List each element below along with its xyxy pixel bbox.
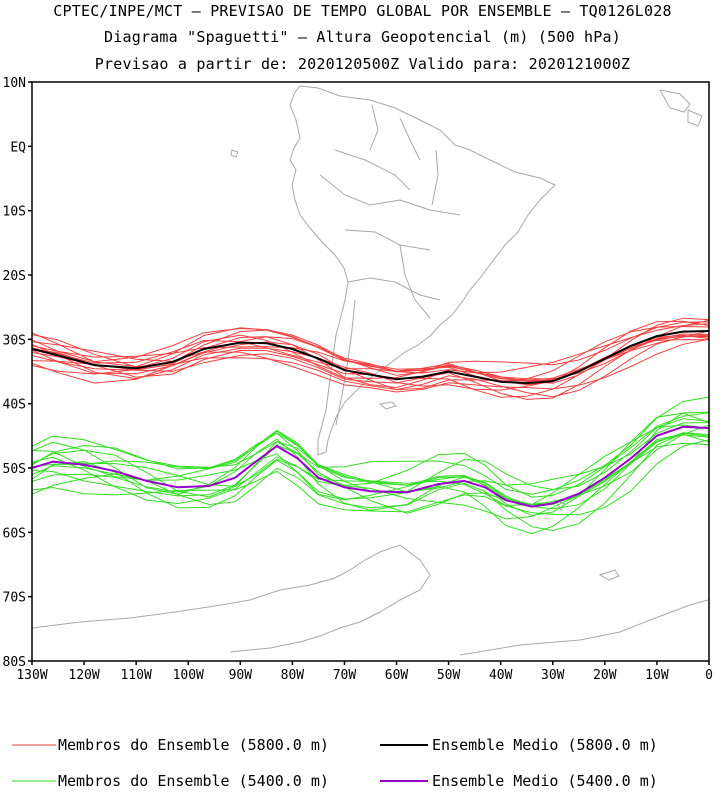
member-contour-5400 <box>32 396 709 495</box>
header-title-line-2: Diagrama "Spaguetti" – Altura Geopotenci… <box>104 28 621 46</box>
lon-tick-label: 110W <box>120 668 151 683</box>
legend-label-members-5400: Membros do Ensemble (5400.0 m) <box>58 772 329 790</box>
country-borders <box>319 104 461 426</box>
member-contour-5400 <box>32 422 709 493</box>
lat-tick-label: 50S <box>3 462 26 477</box>
lat-tick-label: 40S <box>3 398 26 413</box>
lon-tick-label: 80W <box>281 668 305 683</box>
lon-tick-label: 60W <box>385 668 409 683</box>
member-contour-5400 <box>32 424 709 505</box>
member-contour-5400 <box>32 432 709 532</box>
member-contour-5400 <box>32 432 709 520</box>
lon-tick-label: 130W <box>16 668 47 683</box>
islands <box>230 89 703 581</box>
member-contour-5800 <box>32 323 709 374</box>
mean-contour-5800 <box>32 330 709 385</box>
lon-tick-label: 0 <box>705 668 713 683</box>
south-america-coastline <box>289 85 556 456</box>
lon-tick-label: 50W <box>437 668 461 683</box>
header-title-line-3: Previsao a partir de: 2020120500Z Valido… <box>94 55 631 73</box>
antarctica-coastline <box>31 544 709 656</box>
legend-label-mean-5400: Ensemble Medio (5400.0 m) <box>432 772 658 790</box>
lon-tick-label: 30W <box>541 668 565 683</box>
member-contour-5400 <box>32 412 709 498</box>
mean-contour-5400 <box>32 425 709 508</box>
lat-tick-label: 30S <box>3 333 26 348</box>
lat-tick-label: 10N <box>3 76 26 91</box>
lon-tick-label: 20W <box>593 668 617 683</box>
lat-tick-label: 60S <box>3 526 26 541</box>
legend-label-mean-5800: Ensemble Medio (5800.0 m) <box>432 736 658 754</box>
lon-tick-label: 70W <box>333 668 357 683</box>
lon-tick-label: 100W <box>173 668 204 683</box>
lat-tick-label: 80S <box>3 655 26 670</box>
header-title-line-1: CPTEC/INPE/MCT – PREVISAO DE TEMPO GLOBA… <box>53 2 672 20</box>
legend-label-members-5800: Membros do Ensemble (5800.0 m) <box>58 736 329 754</box>
member-contour-5800 <box>32 321 709 376</box>
lat-tick-label: 70S <box>3 591 26 606</box>
lon-tick-label: 90W <box>229 668 253 683</box>
lat-tick-label: 10S <box>3 205 26 220</box>
lat-tick-label: 20S <box>3 269 26 284</box>
member-contour-5400 <box>32 434 709 535</box>
lon-tick-label: 40W <box>489 668 513 683</box>
lat-tick-label: EQ <box>10 140 26 155</box>
member-contour-5400 <box>32 433 709 514</box>
lon-tick-label: 10W <box>645 668 669 683</box>
member-contour-5400 <box>32 424 709 507</box>
map-frame <box>31 81 710 662</box>
lon-tick-label: 120W <box>68 668 99 683</box>
